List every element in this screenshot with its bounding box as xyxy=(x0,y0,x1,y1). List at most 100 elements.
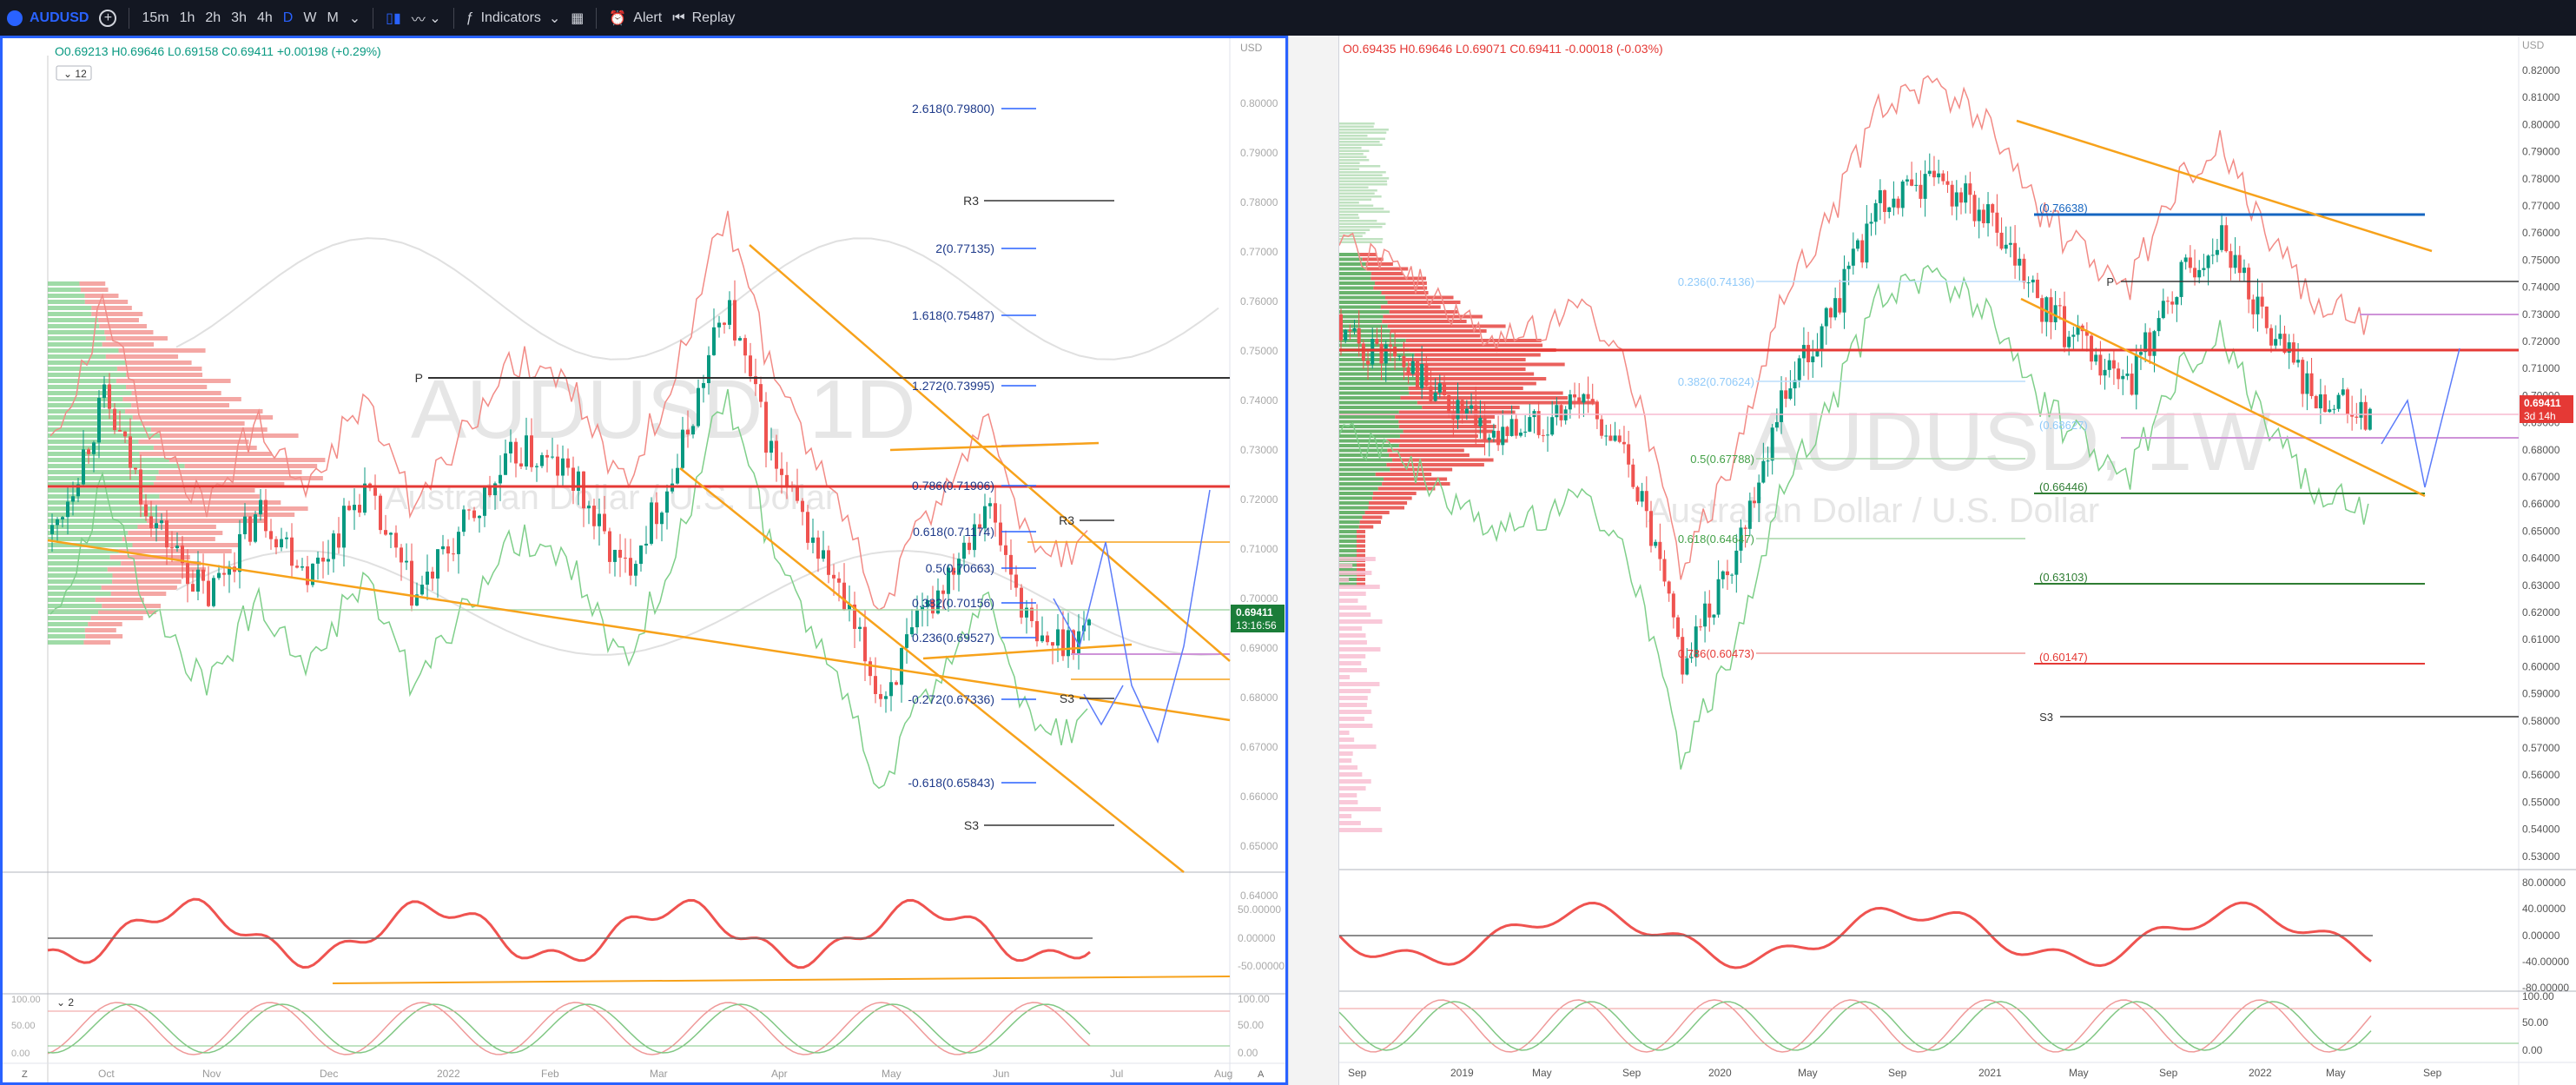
channel-lower xyxy=(679,467,1185,873)
volume-profile-bar-down xyxy=(1386,439,1509,443)
volume-profile-bar-down xyxy=(121,561,201,566)
chart-type-line-button[interactable]: 〰 ⌄ xyxy=(406,0,446,36)
price-axis-tick: 0.67000 xyxy=(1240,741,1278,753)
fib-label: 0.5(0.67788) xyxy=(1690,453,1754,466)
candle-body xyxy=(2264,306,2269,328)
interval-3h[interactable]: 3h xyxy=(231,10,247,25)
volume-profile-bar-down xyxy=(112,573,201,578)
study-count-label: ⌄ 12 xyxy=(63,68,87,80)
volume-profile-bar-down xyxy=(1414,353,1541,357)
volume-profile-bar-down xyxy=(1357,568,1365,572)
candle-body xyxy=(1379,343,1384,364)
candle-body xyxy=(2138,352,2143,355)
candle-body xyxy=(2161,301,2165,319)
volume-profile-bar-down xyxy=(1398,444,1485,447)
time-axis-label: Jul xyxy=(1110,1068,1123,1080)
volume-profile-bar-up xyxy=(1339,241,1383,243)
candle-body xyxy=(1833,298,1838,318)
chart-pane-weekly[interactable]: AUDUSD, 1W Australian Dollar / U.S. Dolla… xyxy=(1339,36,2576,1085)
channel-lower xyxy=(2020,297,2426,498)
volume-profile-bar-down xyxy=(1362,515,1383,519)
candle-body xyxy=(853,604,856,629)
candle-body xyxy=(61,517,64,519)
candle-body xyxy=(1945,181,1950,185)
candle-body xyxy=(1622,441,1626,445)
candle-body xyxy=(1388,344,1392,347)
indicators-button[interactable]: ƒ Indicators ⌄ xyxy=(461,0,566,36)
candle-body xyxy=(191,584,195,592)
volume-profile-bar-up xyxy=(1339,396,1401,400)
add-symbol-button[interactable]: + xyxy=(94,0,122,36)
interval-4h[interactable]: 4h xyxy=(256,10,273,25)
symbol-search-button[interactable]: AUDUSD xyxy=(30,10,89,25)
candle-body xyxy=(1981,209,1985,223)
candle-body xyxy=(1501,427,1505,446)
candle-body xyxy=(483,486,486,516)
replay-button[interactable]: ⏮ Replay xyxy=(667,0,740,36)
candle-body xyxy=(2117,368,2121,380)
volume-profile-bar-up xyxy=(48,403,132,407)
alarm-clock-icon: ⏰ xyxy=(609,10,627,26)
candle-body xyxy=(1734,550,1739,575)
candle-body xyxy=(1676,617,1681,638)
chart-type-candles-button[interactable]: ▯▮ xyxy=(380,0,406,36)
candle-body xyxy=(863,626,867,662)
pane-divider[interactable] xyxy=(1288,36,1339,1085)
candle-body xyxy=(2282,334,2287,354)
candle-body xyxy=(2004,244,2008,249)
volume-profile-bar-up xyxy=(1339,324,1388,328)
weekly-chart-canvas[interactable]: AUDUSD, 1W Australian Dollar / U.S. Dolla… xyxy=(1339,36,2576,1085)
interval-d[interactable]: D xyxy=(282,10,294,25)
volume-profile-bar-down xyxy=(146,519,267,523)
candle-body xyxy=(1739,527,1743,551)
volume-profile-bar-up xyxy=(48,324,100,328)
rsi-axis-tick: 50.00000 xyxy=(1238,903,1281,916)
candle-body xyxy=(1339,314,1343,341)
candle-body xyxy=(1040,635,1044,642)
volume-profile-bar-up xyxy=(1339,486,1378,491)
candle-body xyxy=(1410,361,1415,374)
level-label: (0.76638) xyxy=(2039,202,2088,215)
candle-body xyxy=(358,505,361,513)
chart-pane-daily[interactable]: AUDUSD, 1D Australian Dollar / U.S. Dolla… xyxy=(0,36,1288,1085)
fib-label: 0.618(0.64647) xyxy=(1678,533,1754,546)
volume-profile-bar-up xyxy=(1339,171,1386,174)
volume-profile-bar-down xyxy=(1339,710,1372,714)
candle-body xyxy=(1415,361,1419,389)
interval-1h[interactable]: 1h xyxy=(179,10,195,25)
volume-profile-bar-down xyxy=(1339,772,1363,777)
candle-body xyxy=(921,606,924,611)
volume-profile-bar-up xyxy=(48,628,85,632)
candle-body xyxy=(624,557,627,559)
price-axis-tick: 0.74000 xyxy=(1240,394,1278,407)
volume-profile-bar-up xyxy=(1339,372,1405,376)
layouts-button[interactable]: ▦ xyxy=(565,0,589,36)
volume-profile-bar-up xyxy=(48,294,85,298)
candle-body xyxy=(2134,354,2138,395)
alert-button[interactable]: ⏰ Alert xyxy=(604,0,667,36)
candle-body xyxy=(1820,326,1824,350)
volume-profile-bar-up xyxy=(48,476,156,480)
volume-profile-bar-up xyxy=(1339,262,1366,266)
candle-body xyxy=(2305,373,2309,394)
candle-body xyxy=(285,537,288,539)
interval-w[interactable]: W xyxy=(303,10,317,25)
volume-profile-bar-down xyxy=(80,288,109,292)
candle-body xyxy=(1815,349,1820,357)
volume-profile-bar-down xyxy=(1380,305,1441,309)
volume-profile-bar-down xyxy=(137,525,216,529)
interval-m[interactable]: M xyxy=(327,10,339,25)
interval-15m[interactable]: 15m xyxy=(142,10,169,25)
fib-label: 0.382(0.70156) xyxy=(912,596,994,610)
candle-body xyxy=(743,338,747,356)
volume-profile-bar-down xyxy=(1395,415,1495,419)
time-axis-label: May xyxy=(1798,1067,1818,1079)
price-axis-tick: 0.63000 xyxy=(2522,579,2560,592)
candle-body xyxy=(1995,212,1999,233)
candle-body xyxy=(363,483,367,513)
interval-2h[interactable]: 2h xyxy=(205,10,221,25)
interval-dropdown-button[interactable]: ⌄ xyxy=(344,0,366,36)
time-axis-label: Sep xyxy=(2423,1067,2442,1079)
time-axis-label: 2020 xyxy=(1708,1067,1732,1079)
